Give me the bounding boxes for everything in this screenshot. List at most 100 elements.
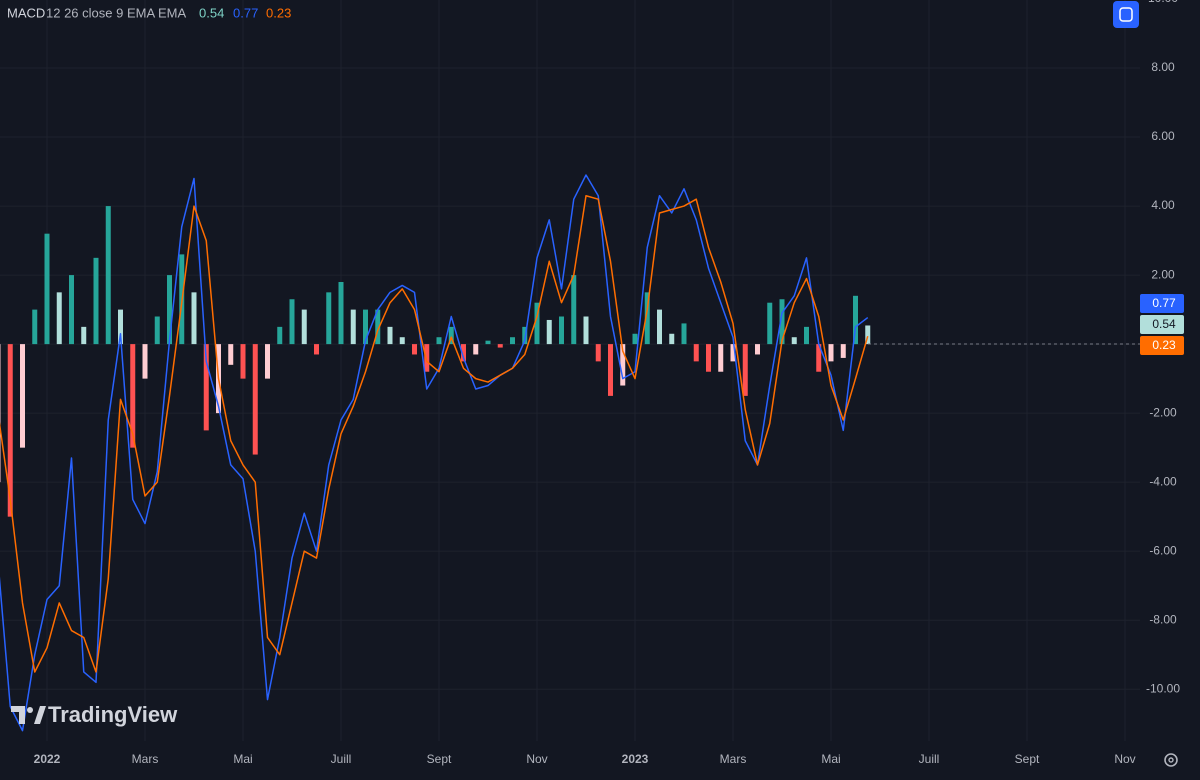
histogram-bar (105, 206, 111, 345)
histogram-bar (755, 344, 760, 355)
histogram-bar (81, 326, 87, 345)
histogram-bar (69, 275, 74, 345)
x-tick-label: Sept (1015, 752, 1040, 766)
histogram-bar (399, 337, 405, 345)
header-value: 0.23 (266, 5, 291, 20)
histogram-bar (730, 344, 736, 362)
histogram-bar (252, 344, 258, 455)
histogram-bar (669, 333, 675, 345)
histogram-bar (485, 340, 491, 345)
macd-line (0, 194, 869, 673)
histogram-bar (608, 344, 613, 396)
x-tick-label: 2022 (34, 752, 61, 766)
histogram-bar (816, 344, 822, 372)
y-tick-label: -10.00 (1146, 681, 1180, 695)
y-tick-label: 10.00 (1148, 0, 1178, 5)
histogram-bar (387, 326, 393, 345)
x-tick-label: Mai (821, 752, 840, 766)
histogram-bar (644, 292, 650, 345)
y-tick-label: 4.00 (1151, 198, 1175, 212)
histogram-bar (56, 292, 62, 345)
y-tick-label: -2.00 (1149, 405, 1177, 419)
axes: 10.008.006.004.002.000.00-2.00-4.00-6.00… (34, 0, 1181, 766)
histogram-bar (191, 292, 197, 345)
histogram-bar (779, 299, 785, 345)
histogram-bar (130, 344, 136, 448)
price-label: 0.23 (1152, 338, 1176, 352)
histogram-bar (693, 344, 699, 362)
axis-area (1140, 0, 1200, 780)
price-label-bg (1140, 315, 1184, 334)
x-tick-label: Mai (233, 752, 252, 766)
histogram-bar (0, 344, 1, 483)
histogram-bar (534, 302, 540, 345)
plot (0, 174, 871, 732)
histogram-bar (448, 326, 454, 345)
histogram-bar (289, 299, 295, 345)
histogram-bar (632, 333, 638, 345)
header-value: 0.77 (233, 5, 258, 20)
histogram-bar (853, 295, 858, 345)
histogram-bar (93, 257, 99, 345)
x-tick-label: Mars (720, 752, 747, 766)
histogram-bar (424, 344, 430, 372)
histogram-bar (338, 281, 344, 345)
x-tick-label: Nov (526, 752, 547, 766)
histogram-bar (546, 319, 552, 345)
histogram-bar (301, 309, 307, 345)
histogram-bar (461, 344, 466, 362)
histogram-bar (804, 326, 809, 345)
histogram-bar (265, 344, 270, 379)
toolbar-button[interactable] (1113, 1, 1139, 28)
histogram-bar (240, 344, 246, 379)
price-label: 0.54 (1152, 317, 1176, 331)
histogram-bar (7, 344, 13, 517)
histogram-bar (767, 302, 773, 345)
histogram-bar (510, 337, 515, 345)
y-tick-label: -8.00 (1149, 612, 1177, 626)
histogram-bar (326, 292, 332, 345)
histogram-bar (865, 325, 871, 345)
histogram-bar (350, 309, 356, 345)
indicator-params: 12 26 close 9 EMA EMA (46, 5, 187, 20)
header-value: 0.54 (199, 5, 224, 20)
histogram-bar (436, 337, 442, 345)
price-label-bg (1140, 294, 1184, 313)
histogram-bar (32, 309, 38, 345)
y-tick-label: 8.00 (1151, 60, 1175, 74)
macd-line (0, 174, 869, 732)
histogram-bar (791, 337, 797, 345)
histogram-bar (620, 344, 626, 386)
settings-icon[interactable] (1164, 753, 1178, 767)
histogram-bar (681, 323, 687, 345)
x-tick-label: Sept (427, 752, 452, 766)
histogram-bar (277, 326, 283, 345)
indicator-name: MACD (7, 5, 45, 20)
x-tick-label: Juill (331, 752, 352, 766)
histogram-bar (473, 344, 479, 355)
y-tick-label: -6.00 (1149, 543, 1177, 557)
histogram-bar (840, 344, 846, 358)
histogram-bar (203, 344, 209, 431)
histogram-bar (20, 344, 25, 448)
y-tick-label: 6.00 (1151, 129, 1175, 143)
button-icon (1119, 7, 1133, 22)
histogram-bar (167, 275, 172, 345)
histogram-bar (118, 309, 123, 345)
price-label-bg (1140, 336, 1184, 355)
watermark-logo (11, 706, 46, 724)
price-label: 0.77 (1152, 296, 1176, 310)
histogram-bar (363, 309, 368, 345)
y-tick-label: -4.00 (1149, 474, 1177, 488)
x-tick-label: 2023 (622, 752, 649, 766)
settings-icon-core (1168, 757, 1174, 763)
histogram-bar (412, 344, 417, 355)
histogram-bar (142, 344, 148, 379)
histogram-bar (522, 326, 528, 345)
histogram-bar (497, 344, 503, 348)
histogram-bar (559, 316, 564, 345)
